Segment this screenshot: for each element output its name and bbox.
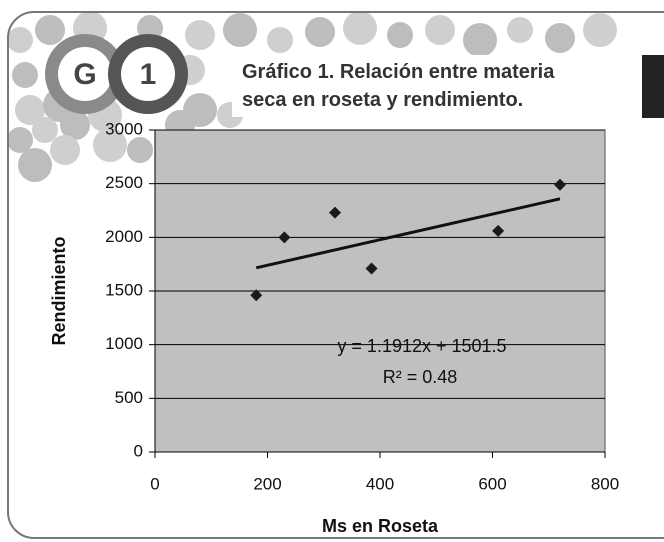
title-bar	[642, 55, 664, 118]
decor-dot	[305, 17, 335, 47]
chart: G 1 Gráfico 1. Relación entre materiasec…	[0, 0, 664, 542]
decor-dot	[343, 11, 377, 45]
x-tick-label: 800	[591, 474, 619, 493]
decor-dot	[18, 148, 52, 182]
decor-dot	[35, 15, 65, 45]
y-tick-label: 1000	[105, 334, 143, 353]
decor-dot	[223, 13, 257, 47]
decor-dot	[7, 27, 33, 53]
y-tick-label: 2500	[105, 173, 143, 192]
decor-dot	[127, 137, 153, 163]
decor-dot	[463, 23, 497, 57]
badge-letter: 1	[140, 58, 157, 91]
decor-dot	[32, 117, 58, 143]
decor-dot	[50, 135, 80, 165]
page: G 1 Gráfico 1. Relación entre materiasec…	[0, 0, 664, 542]
badge-letter: G	[73, 58, 96, 91]
decor-dot	[267, 27, 293, 53]
y-tick-label: 0	[134, 441, 143, 460]
y-tick-label: 2000	[105, 227, 143, 246]
decor-dot	[425, 15, 455, 45]
x-tick-label: 200	[253, 474, 281, 493]
r-squared: R² = 0.48	[383, 367, 458, 387]
decor-dot	[545, 23, 575, 53]
decor-dot	[387, 22, 413, 48]
y-axis-label: Rendimiento	[49, 236, 69, 345]
decor-dot	[507, 17, 533, 43]
y-tick-label: 500	[115, 388, 143, 407]
x-axis-label: Ms en Roseta	[322, 516, 439, 536]
decor-dot	[12, 62, 38, 88]
y-tick-label: 1500	[105, 280, 143, 299]
y-tick-label: 3000	[105, 119, 143, 138]
x-tick-label: 400	[366, 474, 394, 493]
trend-equation: y = 1.1912x + 1501.5	[337, 336, 506, 356]
decor-dot	[185, 20, 215, 50]
x-tick-label: 600	[478, 474, 506, 493]
decor-dot	[583, 13, 617, 47]
x-tick-label: 0	[150, 474, 159, 493]
